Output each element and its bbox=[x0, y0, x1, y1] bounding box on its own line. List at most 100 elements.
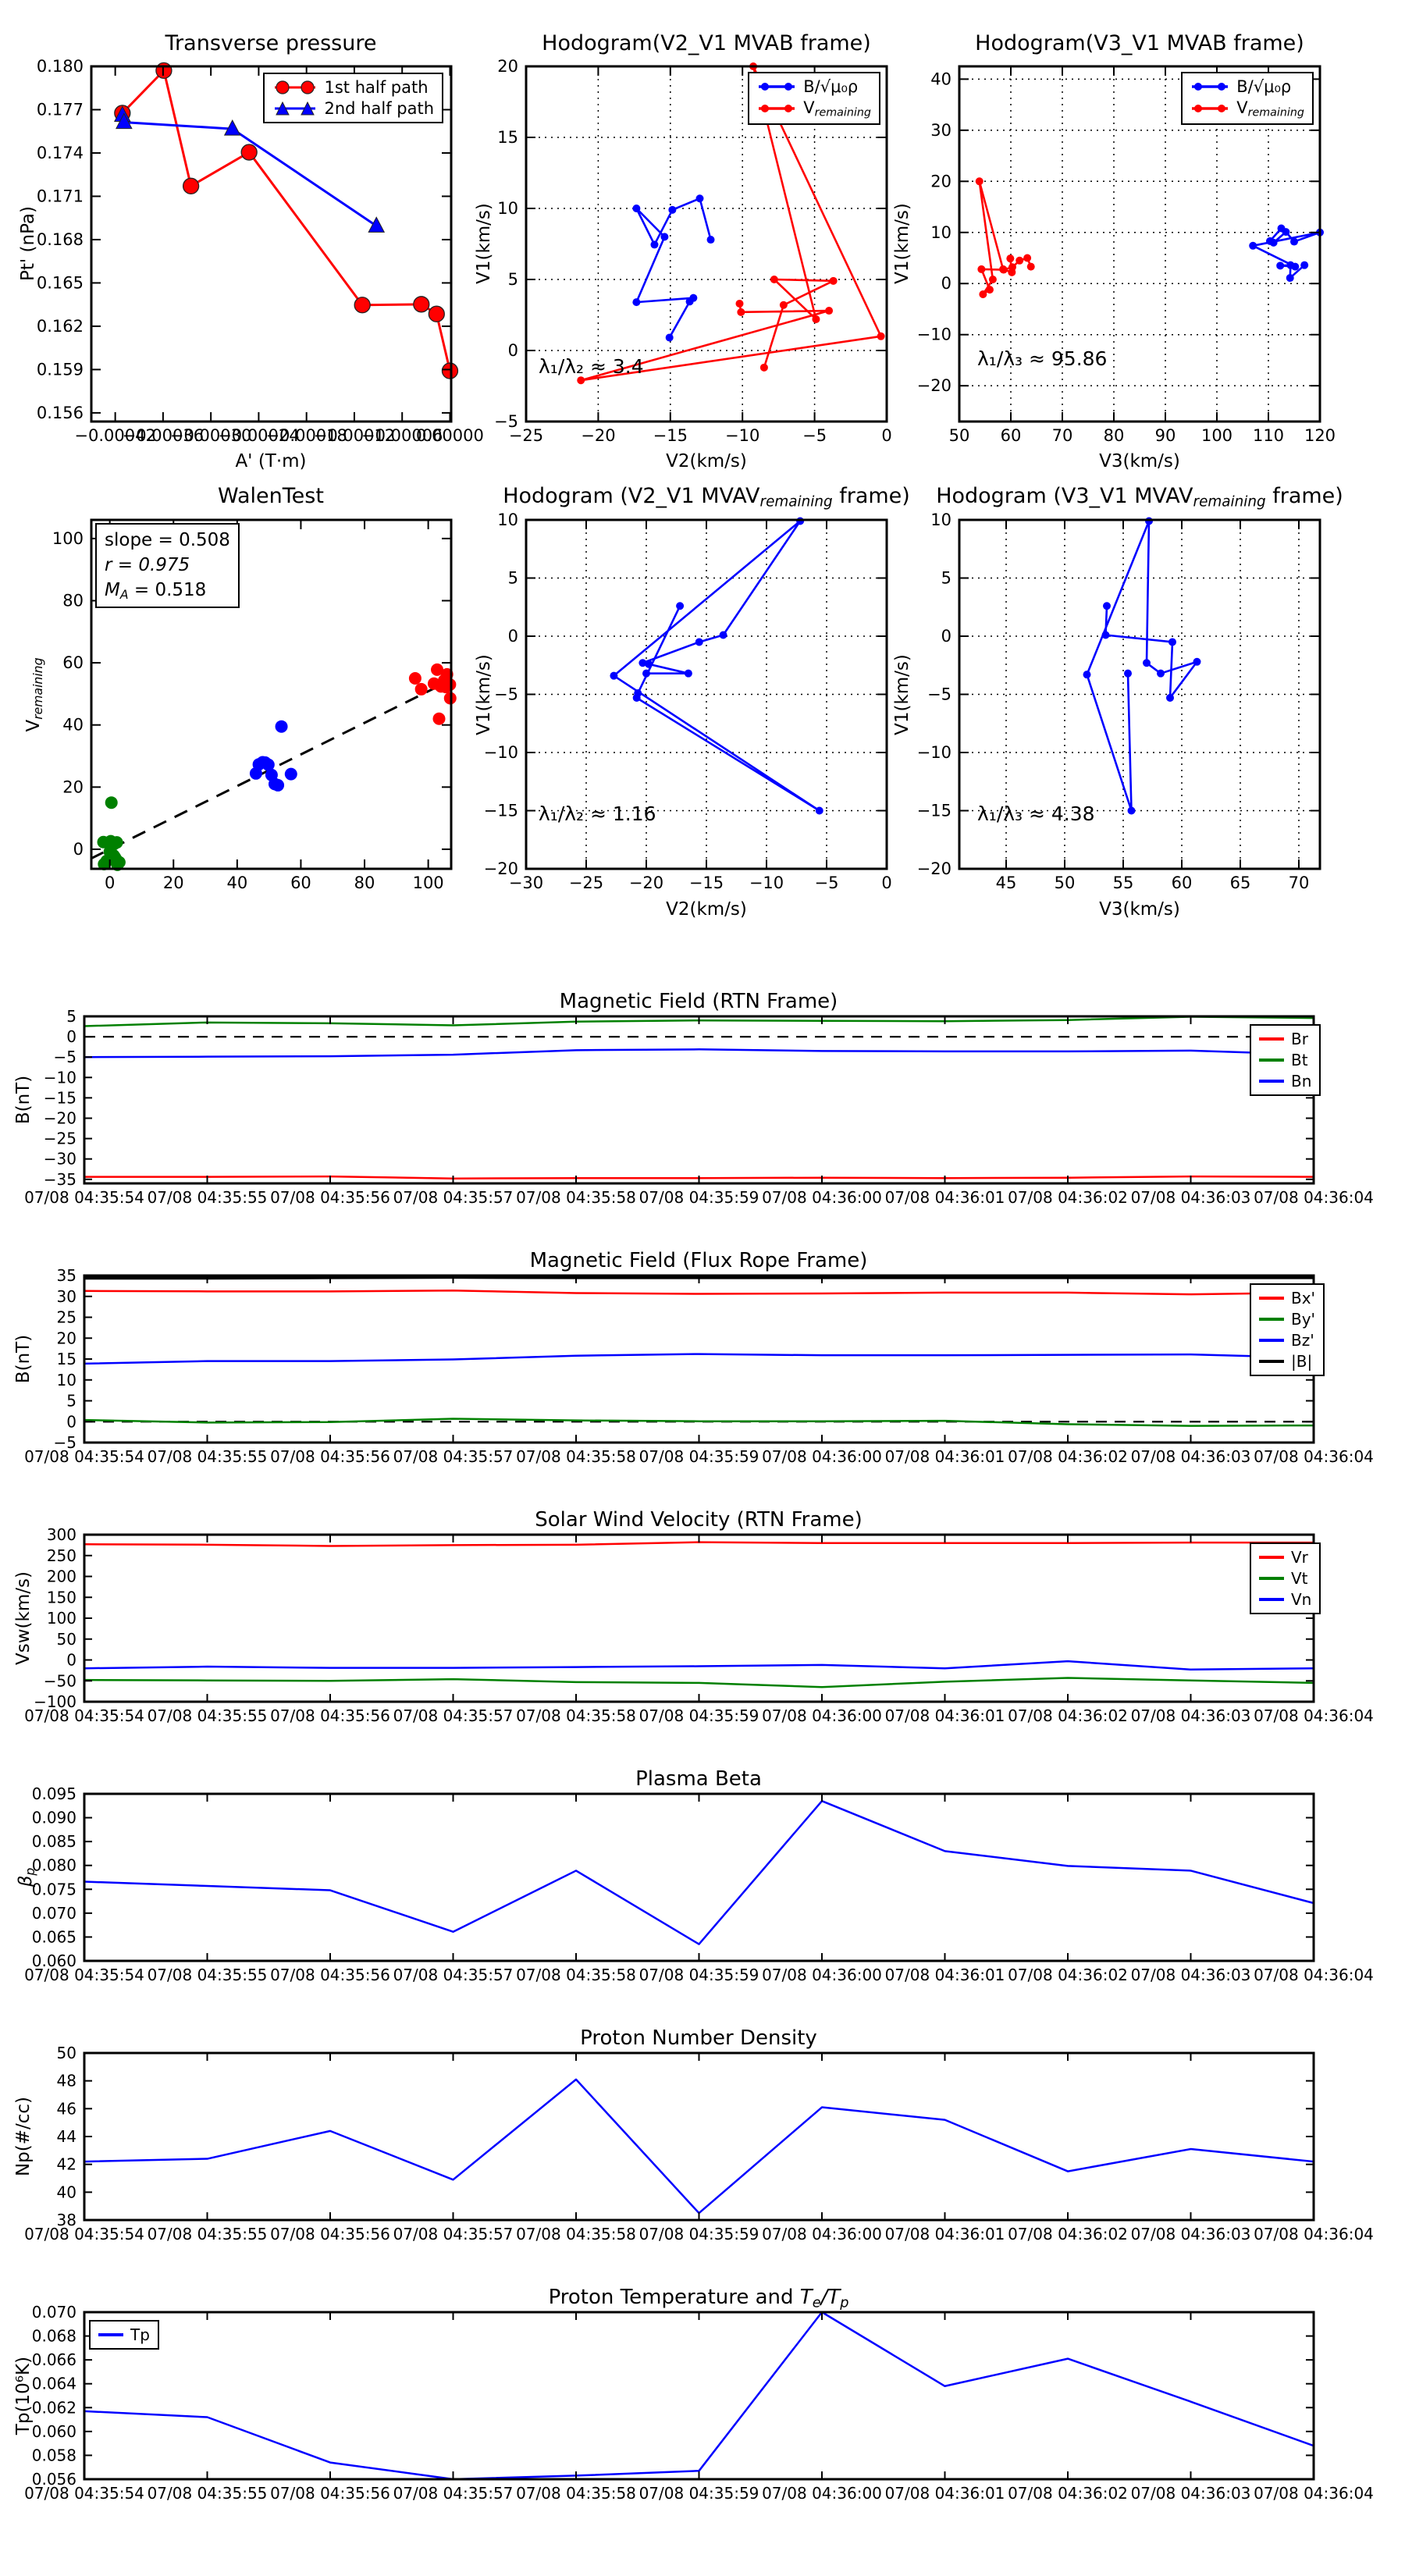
marker-scatter-dot bbox=[98, 858, 111, 871]
marker-circle bbox=[413, 296, 430, 313]
x-tick-label: 07/08 04:36:04 bbox=[1254, 1188, 1374, 1207]
x-tick-label: 120 bbox=[1304, 426, 1336, 445]
x-tick-label: 07/08 04:36:00 bbox=[762, 2225, 882, 2243]
y-tick-label: 0.162 bbox=[37, 317, 84, 336]
x-tick-label: 60 bbox=[1172, 873, 1193, 892]
x-tick-label: 60 bbox=[1001, 426, 1022, 445]
y-tick-label: 0 bbox=[66, 1027, 76, 1046]
y-tick-label: 0.058 bbox=[32, 2446, 76, 2464]
x-tick-label: 07/08 04:35:57 bbox=[393, 1447, 514, 1466]
legend-hodogram-p3: B/√μ₀ρ Vremaining bbox=[1181, 72, 1314, 125]
marker-circle bbox=[441, 362, 459, 379]
x-tick-label: 07/08 04:36:04 bbox=[1254, 2225, 1374, 2243]
x-tick-label: 07/08 04:35:59 bbox=[639, 2484, 759, 2503]
marker-triangle bbox=[223, 119, 241, 136]
marker-dot bbox=[1193, 657, 1201, 666]
axes-frame bbox=[83, 2311, 1315, 2481]
y-tick-label: 0.085 bbox=[32, 1832, 76, 1851]
axes-frame bbox=[90, 518, 453, 870]
marker-dot bbox=[1286, 261, 1295, 269]
x-tick-label: 07/08 04:36:01 bbox=[885, 2484, 1005, 2503]
y-tick-label: 50 bbox=[57, 2044, 76, 2062]
marker-dot bbox=[632, 298, 641, 307]
axes-frame bbox=[83, 1533, 1315, 1703]
x-tick-label: 07/08 04:35:58 bbox=[516, 1966, 636, 1984]
legend-item-br: Br bbox=[1259, 1030, 1311, 1048]
legend-item-b: B/√μ₀ρ bbox=[1190, 77, 1304, 96]
x-tick-label: 20 bbox=[163, 873, 184, 892]
x-tick-label: 07/08 04:35:59 bbox=[639, 1447, 759, 1466]
y-tick-label: −15 bbox=[484, 802, 518, 820]
x-tick-label: −15 bbox=[689, 873, 724, 892]
x-tick-label: 07/08 04:35:56 bbox=[270, 1188, 390, 1207]
y-tick-label: 0.168 bbox=[37, 230, 84, 249]
x-tick-label: 07/08 04:36:02 bbox=[1008, 2225, 1128, 2243]
blue-triangle-line-icon bbox=[274, 101, 315, 116]
x-tick-label: 07/08 04:35:54 bbox=[24, 1706, 144, 1725]
marker-dot bbox=[638, 659, 647, 667]
xlabel-a-prime: A' (T·m) bbox=[235, 451, 307, 471]
x-tick-label: 60 bbox=[290, 873, 311, 892]
panel-p6-plot: 45 50 55 60 65 70 −20 −15 −10 −5 0 5 10 bbox=[917, 511, 1321, 892]
x-tick-label: 07/08 04:35:58 bbox=[516, 1188, 636, 1207]
x-tick-label: −25 bbox=[509, 426, 543, 445]
y-tick-label: 20 bbox=[57, 1329, 76, 1347]
y-tick-label: 5 bbox=[941, 569, 951, 588]
marker-scatter-dot bbox=[105, 796, 118, 809]
marker-dot bbox=[719, 631, 727, 639]
x-tick-label: 07/08 04:35:56 bbox=[270, 2225, 390, 2243]
marker-dot bbox=[650, 240, 659, 249]
marker-triangle bbox=[116, 112, 133, 130]
y-tick-label: 30 bbox=[57, 1287, 76, 1306]
y-tick-label: 10 bbox=[497, 199, 518, 218]
ylabel-v1-p5: V1(km/s) bbox=[474, 654, 494, 735]
x-tick-label: 07/08 04:35:58 bbox=[516, 1706, 636, 1725]
bz-line-swatch bbox=[1259, 1339, 1284, 1342]
x-tick-label: 0.00000 bbox=[416, 426, 484, 445]
panel-p2-plot: −25 −20 −15 −10 −5 0 −5 0 5 10 15 20 bbox=[494, 57, 892, 445]
marker-dot bbox=[1168, 638, 1176, 646]
x-tick-label: 40 bbox=[226, 873, 247, 892]
marker-dot bbox=[695, 194, 704, 203]
y-tick-label: 15 bbox=[57, 1350, 76, 1368]
x-tick-label: 07/08 04:36:01 bbox=[885, 1966, 1005, 1984]
x-tick-label: −20 bbox=[581, 426, 615, 445]
y-tick-label: −10 bbox=[44, 1068, 76, 1087]
legend-item-vr: Vr bbox=[1259, 1548, 1311, 1567]
y-tick-label: −10 bbox=[917, 326, 951, 344]
axes-frame bbox=[83, 1274, 1315, 1444]
series-line bbox=[84, 1418, 1314, 1427]
x-tick-label: 07/08 04:36:02 bbox=[1008, 1447, 1128, 1466]
marker-dot bbox=[1166, 693, 1174, 702]
y-tick-label: 150 bbox=[47, 1588, 76, 1606]
tp-line-swatch bbox=[98, 2333, 123, 2336]
y-tick-label: 5 bbox=[66, 1392, 76, 1411]
blue-dot-line-icon bbox=[759, 83, 795, 91]
marker-scatter-dot bbox=[261, 758, 275, 771]
title-proton-number-density: Proton Number Density bbox=[580, 2026, 817, 2050]
x-tick-label: 07/08 04:35:56 bbox=[270, 1706, 390, 1725]
marker-dot bbox=[660, 233, 669, 241]
y-tick-label: 48 bbox=[57, 2072, 76, 2090]
x-tick-label: 07/08 04:35:57 bbox=[393, 1188, 514, 1207]
marker-dot bbox=[825, 307, 834, 315]
marker-dot bbox=[975, 177, 984, 186]
x-tick-label: 07/08 04:35:56 bbox=[270, 2484, 390, 2503]
axes-frame bbox=[83, 2051, 1315, 2222]
x-tick-label: 07/08 04:36:00 bbox=[762, 2484, 882, 2503]
series-line bbox=[84, 2078, 1314, 2215]
marker-circle bbox=[155, 62, 173, 80]
y-tick-label: 0.159 bbox=[37, 360, 84, 379]
ylabel-beta: βp bbox=[16, 1867, 37, 1888]
axes-frame bbox=[90, 65, 453, 423]
marker-dot bbox=[632, 205, 641, 212]
title-walentest: WalenTest bbox=[218, 484, 324, 508]
axes-frame bbox=[958, 65, 1321, 423]
xlabel-v2-p2: V2(km/s) bbox=[666, 451, 747, 471]
axes-frame bbox=[525, 65, 888, 423]
x-tick-label: 07/08 04:35:55 bbox=[148, 1447, 268, 1466]
y-tick-label: 0.080 bbox=[32, 1856, 76, 1875]
x-tick-label: 07/08 04:35:56 bbox=[270, 1447, 390, 1466]
title-hodogram-v3v1-mvab: Hodogram(V3_V1 MVAB frame) bbox=[975, 31, 1304, 55]
